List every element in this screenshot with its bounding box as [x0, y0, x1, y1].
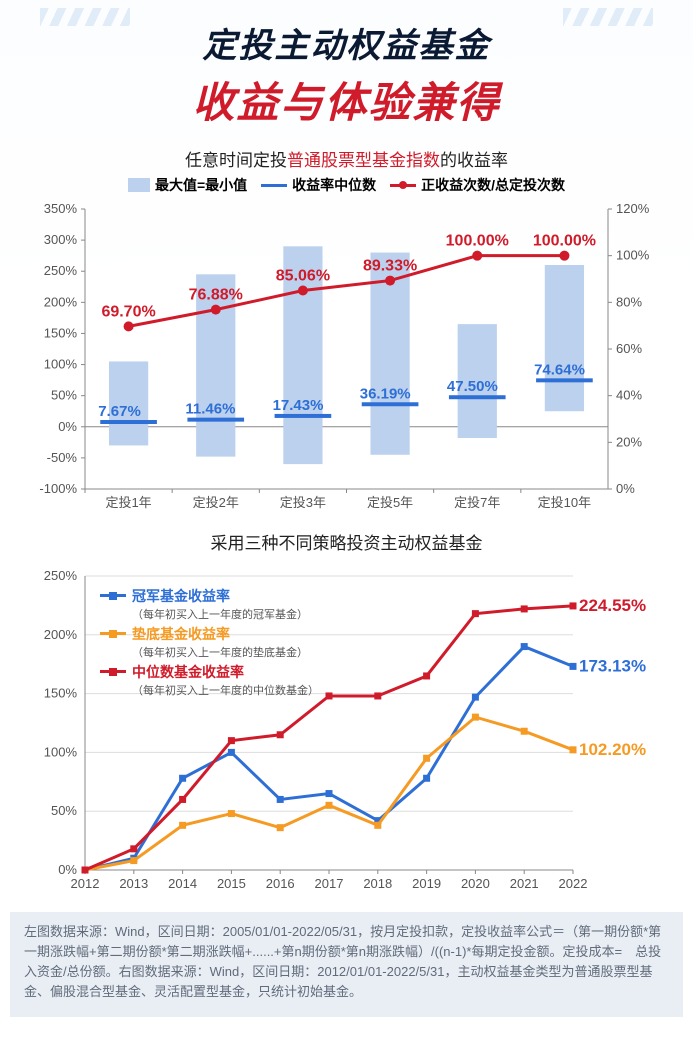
svg-text:2018: 2018 [363, 876, 392, 891]
svg-text:47.50%: 47.50% [447, 378, 498, 395]
svg-text:17.43%: 17.43% [273, 397, 324, 414]
legend-median: 收益率中位数 [261, 175, 376, 195]
svg-text:20%: 20% [616, 434, 642, 449]
svg-text:7.67%: 7.67% [98, 403, 141, 420]
chart-2-legend: 冠军基金收益率（每年初买入上一年度的冠军基金）垫底基金收益率（每年初买入上一年度… [100, 586, 319, 700]
svg-text:150%: 150% [44, 686, 78, 701]
svg-text:定投1年: 定投1年 [105, 495, 151, 510]
svg-text:定投7年: 定投7年 [454, 495, 500, 510]
svg-text:85.06%: 85.06% [276, 268, 330, 285]
svg-text:200%: 200% [44, 294, 78, 309]
svg-text:69.70%: 69.70% [101, 303, 155, 320]
svg-text:80%: 80% [616, 294, 642, 309]
svg-text:36.19%: 36.19% [360, 385, 411, 402]
chart-1-title-hl: 普通股票型基金指数 [287, 151, 440, 170]
svg-text:173.13%: 173.13% [579, 656, 646, 675]
svg-text:定投2年: 定投2年 [193, 495, 239, 510]
legend-ratio: 正收益次数/总定投次数 [390, 175, 565, 195]
svg-text:2012: 2012 [71, 876, 100, 891]
svg-text:150%: 150% [44, 325, 78, 340]
chart-1-legend: 最大值=最小值 收益率中位数 正收益次数/总定投次数 [30, 175, 663, 195]
svg-text:2016: 2016 [266, 876, 295, 891]
svg-text:2021: 2021 [510, 876, 539, 891]
chart-1-title: 任意时间定投普通股票型基金指数的收益率 [30, 146, 663, 171]
svg-text:0%: 0% [616, 481, 635, 496]
svg-text:74.64%: 74.64% [534, 361, 585, 378]
svg-text:102.20%: 102.20% [579, 740, 646, 759]
svg-text:89.33%: 89.33% [363, 258, 417, 275]
svg-text:50%: 50% [51, 388, 77, 403]
legend-bar: 最大值=最小值 [128, 175, 247, 195]
svg-text:-100%: -100% [39, 481, 77, 496]
page: 定投主动权益基金 收益与体验兼得 任意时间定投普通股票型基金指数的收益率 最大值… [0, 0, 693, 1017]
chart-1: 任意时间定投普通股票型基金指数的收益率 最大值=最小值 收益率中位数 正收益次数… [30, 146, 663, 519]
chart-1-title-pre: 任意时间定投 [185, 151, 287, 170]
chart-2-title: 采用三种不同策略投资主动权益基金 [30, 529, 663, 554]
chart-1-svg: -100% -50% 0% 50% 100% 150% 200% 250% 300% 350% 0%… [30, 199, 663, 519]
svg-text:100.00%: 100.00% [446, 233, 509, 250]
svg-text:200%: 200% [44, 627, 78, 642]
svg-text:11.46%: 11.46% [185, 401, 235, 418]
svg-text:-50%: -50% [47, 450, 78, 465]
svg-text:50%: 50% [51, 803, 77, 818]
svg-text:2019: 2019 [412, 876, 441, 891]
svg-text:250%: 250% [44, 263, 78, 278]
svg-text:2017: 2017 [315, 876, 344, 891]
svg-text:60%: 60% [616, 341, 642, 356]
title-line-1: 定投主动权益基金 [0, 18, 693, 67]
svg-text:350%: 350% [44, 201, 78, 216]
svg-text:224.55%: 224.55% [579, 596, 646, 615]
chart-1-title-post: 的收益率 [440, 151, 508, 170]
svg-text:100.00%: 100.00% [533, 233, 596, 250]
svg-text:100%: 100% [616, 248, 650, 263]
header: 定投主动权益基金 收益与体验兼得 [0, 0, 693, 138]
svg-text:2014: 2014 [168, 876, 197, 891]
legend-median: 中位数基金收益率（每年初买入上一年度的中位数基金） [100, 662, 319, 698]
svg-text:0%: 0% [58, 419, 77, 434]
svg-text:300%: 300% [44, 232, 78, 247]
svg-text:100%: 100% [44, 744, 78, 759]
svg-text:76.88%: 76.88% [189, 287, 243, 304]
svg-text:120%: 120% [616, 201, 650, 216]
legend-loser: 垫底基金收益率（每年初买入上一年度的垫底基金） [100, 624, 319, 660]
svg-text:250%: 250% [44, 568, 78, 583]
svg-text:100%: 100% [44, 357, 78, 372]
svg-text:0%: 0% [58, 862, 77, 877]
chart-2: 采用三种不同策略投资主动权益基金 0% 50% 100% 150% 200% 250% 20… [30, 529, 663, 898]
svg-text:定投3年: 定投3年 [280, 495, 326, 510]
svg-text:定投5年: 定投5年 [367, 495, 413, 510]
svg-text:2013: 2013 [119, 876, 148, 891]
svg-text:40%: 40% [616, 388, 642, 403]
svg-text:2022: 2022 [559, 876, 588, 891]
title-line-2: 收益与体验兼得 [0, 69, 693, 130]
svg-text:定投10年: 定投10年 [538, 495, 591, 510]
svg-text:2020: 2020 [461, 876, 490, 891]
svg-text:2015: 2015 [217, 876, 246, 891]
legend-champion: 冠军基金收益率（每年初买入上一年度的冠军基金） [100, 586, 319, 622]
footnote: 左图数据来源：Wind，区间日期：2005/01/01-2022/05/31，按… [10, 912, 683, 1017]
